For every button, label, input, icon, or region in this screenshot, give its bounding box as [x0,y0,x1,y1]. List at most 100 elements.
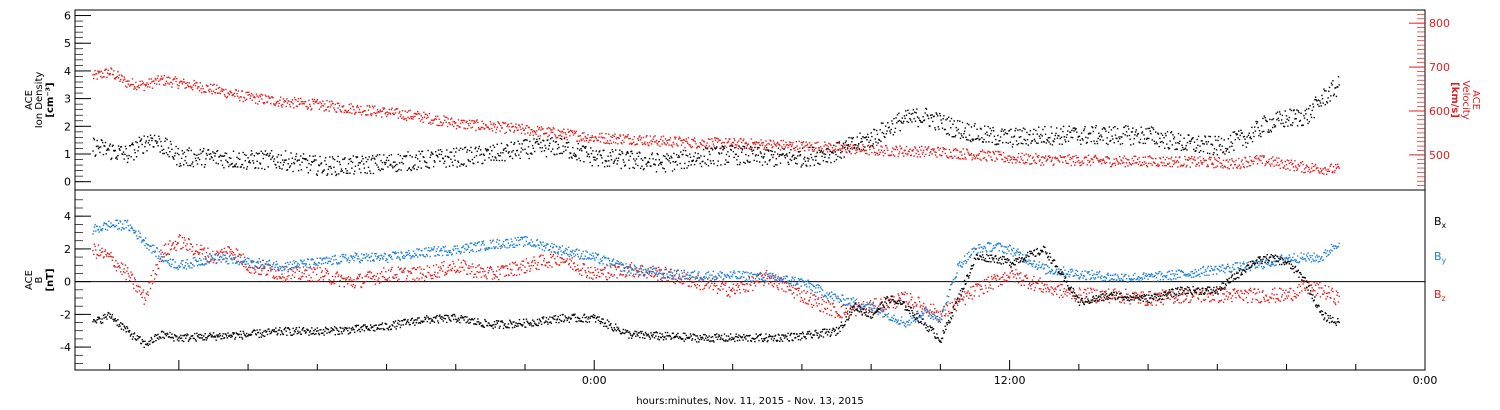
data-point [457,125,459,127]
data-point [656,142,658,145]
data-point [549,264,551,267]
data-point [1092,161,1095,164]
data-point [1320,171,1322,173]
data-point [994,143,996,146]
data-point [554,258,556,260]
data-point [416,113,418,115]
data-point [444,155,447,157]
data-point [1083,162,1085,164]
data-point [1076,161,1079,163]
data-point [1157,163,1159,165]
data-point [1192,137,1194,139]
data-point [810,292,812,294]
data-point [1195,150,1197,152]
data-point [438,118,440,120]
data-point [905,305,907,307]
data-point [443,162,445,165]
data-point [225,257,227,259]
data-point [459,165,461,167]
data-point [1123,161,1125,164]
data-point [243,266,245,268]
data-point [364,275,366,278]
data-point [489,153,491,155]
data-point [150,78,152,80]
data-point [772,146,774,148]
data-point [300,278,302,281]
data-point [899,130,901,132]
data-point [872,146,874,148]
data-point [585,151,588,153]
data-point [372,155,374,157]
data-point [698,157,701,159]
data-point [502,267,505,269]
data-point [752,143,755,145]
data-point [401,157,404,160]
data-point [322,276,324,278]
data-point [813,294,816,296]
data-point [885,145,888,147]
data-point [513,262,515,265]
data-point [387,278,389,280]
data-point [795,146,797,149]
data-point [1013,135,1016,137]
data-point [196,87,199,89]
data-point [1125,131,1128,133]
data-point [264,168,266,171]
data-point [288,280,291,283]
data-point [580,148,582,150]
data-point [384,113,386,115]
data-point [247,157,249,159]
data-point [968,134,971,136]
data-point [374,162,377,164]
data-point [1113,142,1115,144]
data-point [469,273,471,275]
data-point [108,253,111,255]
data-point [1218,145,1221,147]
data-point [138,136,141,139]
data-point [437,266,440,269]
data-point [504,132,506,135]
data-point [500,152,502,154]
data-point [391,266,393,269]
data-point [1099,139,1101,141]
data-point [429,156,431,159]
data-point [417,166,420,168]
data-point [219,86,221,89]
data-point [1207,165,1209,168]
data-point [177,242,179,244]
data-point [712,160,714,162]
data-point [320,163,322,165]
data-point [581,139,583,142]
data-point [1268,158,1270,161]
data-point [593,159,595,161]
data-point [103,76,105,78]
data-point [790,145,793,148]
data-point [399,115,402,118]
data-point [727,140,730,142]
data-point [493,146,496,148]
data-point [626,135,629,137]
data-point [1278,111,1281,113]
data-point [349,172,351,174]
data-point [443,260,445,263]
data-point [785,141,787,144]
data-point [750,145,752,148]
data-point [190,87,192,89]
data-point [877,142,879,144]
data-point [1007,142,1009,144]
data-point [696,147,698,149]
data-point [1168,162,1171,164]
data-point [1127,165,1129,167]
data-point [995,138,997,141]
data-point [726,161,728,163]
data-point [992,126,994,129]
data-point [580,269,582,271]
data-point [369,113,372,115]
data-point [1119,137,1121,140]
data-point [497,121,499,123]
data-point [1242,144,1244,147]
data-point [465,121,467,124]
data-point [285,280,287,283]
data-point [990,156,992,158]
data-point [381,271,383,273]
